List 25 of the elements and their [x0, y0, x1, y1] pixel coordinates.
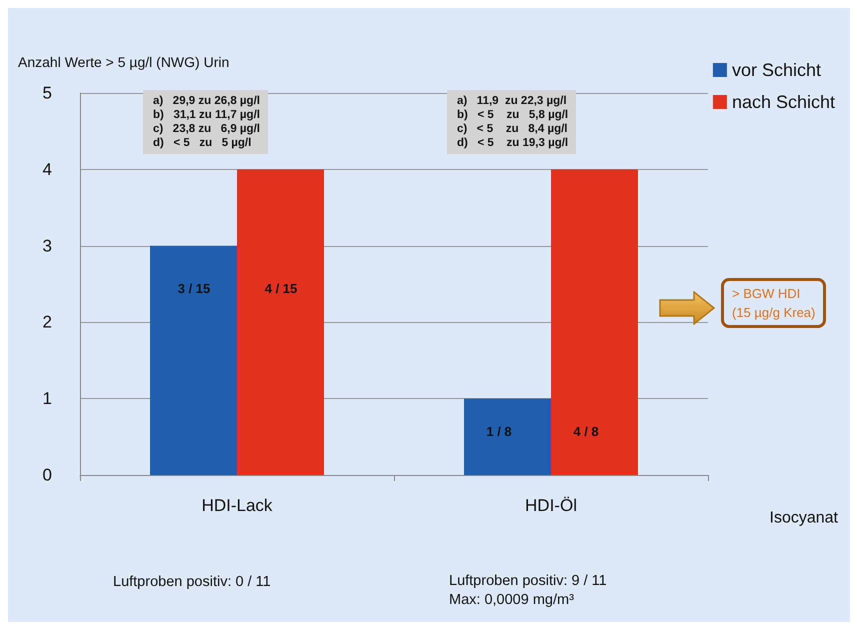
annotation: 3 / 15: [178, 281, 210, 296]
bar: [551, 169, 638, 475]
y-axis-title: Anzahl Werte > 5 µg/l (NWG) Urin: [18, 54, 230, 70]
text: Luftproben positiv: 0 / 11: [113, 573, 271, 592]
x-axis-title: Isocyanat: [770, 510, 839, 526]
y-tick-label: 0: [42, 466, 52, 484]
y-tick-label: 4: [42, 160, 52, 179]
y-tick-label: 3: [42, 236, 52, 256]
bar: [237, 169, 324, 475]
y-tick-label: 5: [42, 84, 52, 102]
legend-label: nach Schicht: [732, 92, 835, 112]
annotation: 4 / 15: [264, 281, 298, 296]
bar: [150, 246, 237, 475]
y-tick-label: 1: [42, 389, 52, 408]
x-tick-label: HDI-Öl: [525, 496, 577, 515]
text: Luftproben positiv: 9 / 11 Max: 0,0009 mg/m³: [449, 572, 607, 610]
text: > BGW HDI (15 µg/g Krea): [721, 278, 826, 328]
annotation: 4 / 8: [573, 424, 599, 439]
annotation: a) 29,9 zu 26,8 µg/l b) 31,1 zu 11,7 µg/l c) 23,8 zu 6,9 µg/l d) < 5 zu 5 µg/l: [143, 90, 268, 154]
annotation: 1 / 8: [486, 424, 512, 439]
legend-label: vor Schicht: [732, 60, 821, 80]
y-tick-label: 2: [42, 312, 52, 332]
x-tick-label: HDI-Lack: [202, 496, 273, 515]
bar: [464, 398, 551, 475]
annotation: a) 11,9 zu 22,3 µg/l b) < 5 zu 5,8 µg/l c) < 5 zu 8,4 µg/l d) < 5 zu 19,3 µg/l: [447, 90, 576, 154]
